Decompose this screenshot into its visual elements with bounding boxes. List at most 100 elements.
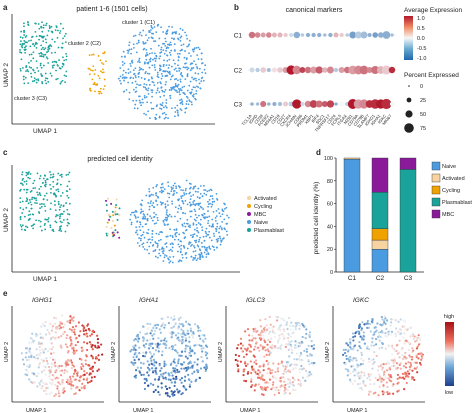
- cell-point: [366, 347, 369, 350]
- dotplot-dot: [333, 32, 339, 38]
- cell-point: [99, 87, 102, 90]
- cell-point: [372, 358, 375, 361]
- cell-point: [28, 347, 32, 350]
- cell-point: [35, 375, 39, 378]
- cell-point: [199, 192, 202, 195]
- cell-point: [396, 366, 399, 369]
- dotplot-dot: [315, 66, 323, 74]
- cell-point: [194, 254, 197, 257]
- cell-point: [174, 367, 177, 370]
- cell-point: [189, 327, 192, 330]
- cell-point: [29, 337, 32, 340]
- cell-point: [175, 231, 178, 234]
- cell-point: [390, 380, 393, 383]
- cell-point: [155, 222, 158, 225]
- cell-point: [169, 256, 171, 258]
- cell-point: [53, 361, 57, 364]
- cell-point: [129, 62, 132, 65]
- cell-point: [107, 233, 110, 236]
- cell-point: [204, 368, 208, 371]
- cell-point: [184, 333, 187, 337]
- cell-point: [264, 349, 267, 352]
- cell-point: [204, 64, 207, 67]
- cell-point: [137, 39, 140, 42]
- cell-point: [176, 211, 179, 214]
- cell-point: [20, 45, 23, 48]
- cell-point: [152, 390, 155, 393]
- cell-point: [152, 32, 155, 35]
- cell-point: [174, 322, 177, 325]
- cell-point: [195, 90, 198, 92]
- cell-point: [167, 257, 169, 260]
- cell-point: [398, 376, 401, 379]
- cell-point: [135, 51, 138, 54]
- cell-point: [182, 324, 185, 328]
- cell-point: [203, 212, 206, 215]
- cell-point: [153, 222, 156, 225]
- gene-tick-label: IGKC: [377, 113, 387, 124]
- cell-point: [121, 73, 124, 76]
- cell-point: [200, 206, 203, 209]
- cell-point: [178, 245, 181, 248]
- cell-point: [146, 53, 149, 56]
- cell-point: [40, 66, 43, 69]
- cell-point: [49, 44, 52, 46]
- cell-point: [170, 390, 173, 393]
- cell-point: [66, 194, 69, 197]
- cell-point: [139, 212, 142, 214]
- cell-point: [162, 49, 165, 52]
- cell-point: [57, 393, 61, 396]
- cell-point: [63, 371, 66, 375]
- cell-point: [180, 377, 184, 380]
- cell-point: [189, 210, 192, 213]
- cell-point: [42, 351, 45, 354]
- cell-point: [72, 365, 76, 368]
- cell-point: [150, 217, 153, 219]
- cell-point: [60, 173, 63, 176]
- cell-point: [103, 78, 106, 81]
- cell-point: [40, 185, 42, 188]
- cell-point: [35, 219, 37, 222]
- cell-point: [216, 225, 219, 228]
- cell-point: [378, 385, 381, 388]
- cell-point: [170, 186, 173, 189]
- cell-point: [45, 22, 48, 25]
- cell-point: [288, 348, 291, 351]
- cell-point: [138, 69, 141, 72]
- cell-point: [193, 245, 195, 247]
- cell-point: [169, 73, 171, 76]
- cell-point: [188, 336, 191, 339]
- cell-point: [38, 27, 41, 30]
- cell-point: [42, 64, 45, 67]
- cell-point: [166, 391, 169, 395]
- cell-point: [160, 186, 162, 189]
- cluster-3-label: cluster 3 (C3): [14, 96, 47, 102]
- feature-gene-title: IGKC: [353, 297, 369, 304]
- cell-point: [346, 368, 349, 371]
- cell-point: [179, 27, 182, 30]
- cell-point: [387, 368, 390, 371]
- cell-point: [97, 55, 100, 57]
- cell-point: [164, 83, 167, 86]
- cell-point: [96, 337, 100, 341]
- cell-point: [35, 35, 38, 38]
- cell-point: [374, 343, 378, 346]
- cell-point: [74, 325, 78, 328]
- dotplot-dot: [283, 32, 288, 38]
- cell-point: [154, 241, 157, 243]
- cell-point: [151, 64, 154, 67]
- cell-point: [100, 92, 103, 95]
- cell-point: [45, 359, 49, 363]
- cell-point: [124, 56, 126, 58]
- cell-point: [39, 332, 42, 335]
- cell-point: [50, 52, 53, 54]
- cell-point: [170, 215, 173, 218]
- cell-point: [162, 63, 165, 66]
- cell-point: [306, 354, 309, 357]
- cell-point: [379, 335, 382, 338]
- cell-point: [287, 378, 290, 381]
- cell-point: [70, 367, 73, 370]
- cell-point: [66, 351, 70, 354]
- cell-point: [295, 358, 298, 361]
